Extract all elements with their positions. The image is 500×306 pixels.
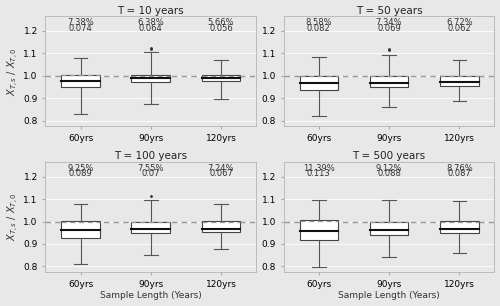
Title: T = 500 years: T = 500 years — [352, 151, 426, 161]
Bar — [440, 76, 478, 86]
Text: 7.24%: 7.24% — [208, 164, 234, 173]
Bar — [202, 75, 240, 81]
X-axis label: Sample Length (Years): Sample Length (Years) — [338, 291, 440, 300]
Text: 7.55%: 7.55% — [138, 164, 164, 173]
Text: 0.056: 0.056 — [209, 24, 233, 33]
Text: 7.34%: 7.34% — [376, 18, 402, 27]
Bar — [132, 75, 170, 82]
Bar — [62, 221, 100, 238]
X-axis label: Sample Length (Years): Sample Length (Years) — [100, 291, 202, 300]
Y-axis label: $X_{T,s}\ /\ X_{T,0}$: $X_{T,s}\ /\ X_{T,0}$ — [6, 47, 20, 95]
Bar — [440, 221, 478, 233]
Text: 0.082: 0.082 — [307, 24, 330, 33]
Text: 8.58%: 8.58% — [306, 18, 332, 27]
Bar — [202, 221, 240, 232]
Bar — [62, 75, 100, 87]
Text: 5.66%: 5.66% — [208, 18, 234, 27]
Text: 0.07: 0.07 — [142, 170, 160, 178]
Y-axis label: $X_{T,s}\ /\ X_{T,0}$: $X_{T,s}\ /\ X_{T,0}$ — [6, 193, 20, 241]
Text: 7.38%: 7.38% — [67, 18, 94, 27]
Text: 0.113: 0.113 — [307, 170, 330, 178]
Bar — [370, 222, 408, 235]
Text: 9.12%: 9.12% — [376, 164, 402, 173]
Text: 0.089: 0.089 — [68, 170, 92, 178]
Text: 0.074: 0.074 — [68, 24, 92, 33]
Title: T = 10 years: T = 10 years — [118, 6, 184, 16]
Text: 0.062: 0.062 — [448, 24, 471, 33]
Text: 8.76%: 8.76% — [446, 164, 472, 173]
Text: 0.069: 0.069 — [377, 24, 401, 33]
Bar — [132, 222, 170, 233]
Bar — [370, 76, 408, 87]
Bar — [300, 76, 338, 90]
Bar — [300, 220, 338, 240]
Text: 0.087: 0.087 — [448, 170, 471, 178]
Text: 6.38%: 6.38% — [138, 18, 164, 27]
Text: 6.72%: 6.72% — [446, 18, 472, 27]
Text: 0.064: 0.064 — [139, 24, 162, 33]
Text: 9.25%: 9.25% — [68, 164, 94, 173]
Text: 11.39%: 11.39% — [303, 164, 334, 173]
Title: T = 50 years: T = 50 years — [356, 6, 422, 16]
Text: 0.088: 0.088 — [377, 170, 401, 178]
Title: T = 100 years: T = 100 years — [114, 151, 188, 161]
Text: 0.067: 0.067 — [209, 170, 233, 178]
